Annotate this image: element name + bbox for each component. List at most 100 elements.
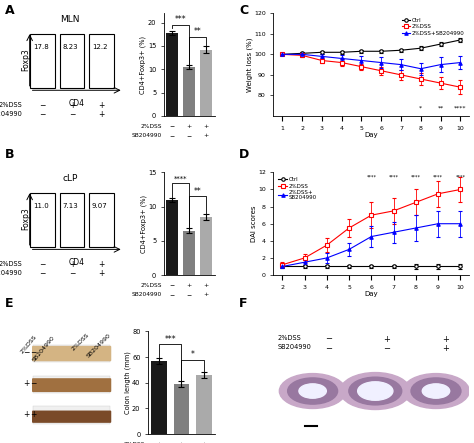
Text: SB204990: SB204990	[132, 133, 162, 138]
Text: ****: ****	[456, 175, 465, 179]
Text: −: −	[39, 260, 46, 269]
Text: −: −	[383, 344, 391, 353]
Text: ****: ****	[389, 175, 399, 179]
Bar	[196, 375, 212, 434]
Circle shape	[279, 373, 346, 408]
Text: D: D	[239, 148, 250, 161]
Y-axis label: CD4+Foxp3+ (%): CD4+Foxp3+ (%)	[140, 35, 146, 93]
Text: −: −	[69, 269, 75, 278]
Bar	[183, 67, 195, 116]
X-axis label: Day: Day	[365, 132, 378, 138]
Bar	[89, 34, 114, 88]
Text: −: −	[30, 349, 36, 358]
Bar	[151, 361, 167, 434]
Text: 2%DSS: 2%DSS	[124, 442, 146, 443]
Legend: Ctrl, 2%DSS, 2%DSS+SB204990: Ctrl, 2%DSS, 2%DSS+SB204990	[399, 16, 466, 38]
Text: +: +	[179, 442, 184, 443]
Text: −: −	[170, 292, 175, 297]
Legend: Ctrl, 2%DSS, 2%DSS+
SB204990: Ctrl, 2%DSS, 2%DSS+ SB204990	[276, 175, 319, 202]
Text: +: +	[442, 344, 449, 353]
Text: **: **	[194, 187, 202, 196]
Text: Foxp3: Foxp3	[21, 48, 30, 71]
Circle shape	[340, 373, 410, 409]
Text: −: −	[325, 334, 332, 344]
Circle shape	[422, 384, 450, 398]
Text: **: **	[438, 106, 444, 111]
Bar	[183, 230, 195, 275]
Text: +: +	[98, 260, 105, 269]
Text: ****: ****	[454, 106, 466, 111]
Text: C: C	[239, 4, 248, 17]
Text: F: F	[239, 297, 248, 310]
Text: −: −	[325, 344, 332, 353]
Text: +: +	[442, 334, 449, 344]
Circle shape	[299, 384, 326, 398]
Text: +: +	[98, 269, 105, 278]
Text: +: +	[204, 283, 209, 288]
Text: 2%DSS: 2%DSS	[70, 333, 90, 352]
Text: 2%DSS: 2%DSS	[0, 102, 23, 108]
Text: Foxp3: Foxp3	[21, 207, 30, 230]
Text: ****: ****	[411, 175, 421, 179]
Text: 7.13: 7.13	[63, 203, 78, 210]
Bar	[60, 34, 84, 88]
Text: +: +	[23, 379, 29, 389]
Bar	[33, 345, 110, 362]
Text: −: −	[187, 133, 192, 138]
Circle shape	[358, 382, 393, 400]
Text: *: *	[191, 350, 195, 359]
Text: −: −	[23, 349, 29, 358]
Bar	[173, 384, 189, 434]
Text: 2%DSS: 2%DSS	[140, 283, 162, 288]
Text: −: −	[170, 283, 175, 288]
Text: CD4: CD4	[68, 99, 84, 108]
Circle shape	[411, 378, 461, 404]
Bar	[89, 193, 114, 247]
Text: ****: ****	[366, 175, 376, 179]
Text: B: B	[5, 148, 14, 161]
Text: 11.0: 11.0	[33, 203, 49, 210]
Text: 2%DSS: 2%DSS	[277, 334, 301, 341]
Bar	[201, 50, 212, 116]
Text: +: +	[383, 334, 391, 344]
Text: −: −	[187, 292, 192, 297]
Circle shape	[349, 377, 401, 405]
Text: −: −	[170, 124, 175, 129]
Bar	[30, 193, 55, 247]
Bar	[201, 217, 212, 275]
Text: ****: ****	[174, 176, 188, 182]
Text: SB204990: SB204990	[0, 271, 23, 276]
Text: −: −	[39, 110, 46, 119]
FancyBboxPatch shape	[32, 378, 111, 392]
FancyBboxPatch shape	[32, 346, 111, 361]
Text: +: +	[23, 410, 29, 419]
Text: +: +	[187, 283, 192, 288]
Text: −: −	[170, 133, 175, 138]
Text: cLP: cLP	[62, 174, 78, 183]
Text: −: −	[30, 379, 36, 389]
Y-axis label: Weight loss (%): Weight loss (%)	[246, 37, 253, 92]
Text: +: +	[187, 124, 192, 129]
Text: CD4: CD4	[68, 258, 84, 267]
Bar	[30, 34, 55, 88]
Text: 2%DSS: 2%DSS	[20, 334, 38, 355]
Text: SB204990: SB204990	[86, 333, 112, 358]
Bar	[33, 376, 110, 393]
Text: ****: ****	[433, 175, 443, 179]
Text: SB204990: SB204990	[0, 111, 23, 117]
Bar	[33, 406, 110, 424]
Text: SB204990: SB204990	[277, 344, 311, 350]
Text: A: A	[5, 4, 14, 17]
Y-axis label: Colon length (mm): Colon length (mm)	[124, 351, 131, 414]
Text: ***: ***	[164, 334, 176, 344]
Text: 12.2: 12.2	[92, 44, 108, 51]
Text: −: −	[39, 101, 46, 110]
Text: MLN: MLN	[60, 15, 80, 24]
Text: 2%DSS: 2%DSS	[140, 124, 162, 129]
Text: −: −	[69, 110, 75, 119]
Circle shape	[403, 373, 469, 408]
Text: +: +	[204, 124, 209, 129]
Text: 9.07: 9.07	[92, 203, 108, 210]
Text: *: *	[419, 106, 422, 111]
Y-axis label: DAI scores: DAI scores	[251, 206, 256, 242]
